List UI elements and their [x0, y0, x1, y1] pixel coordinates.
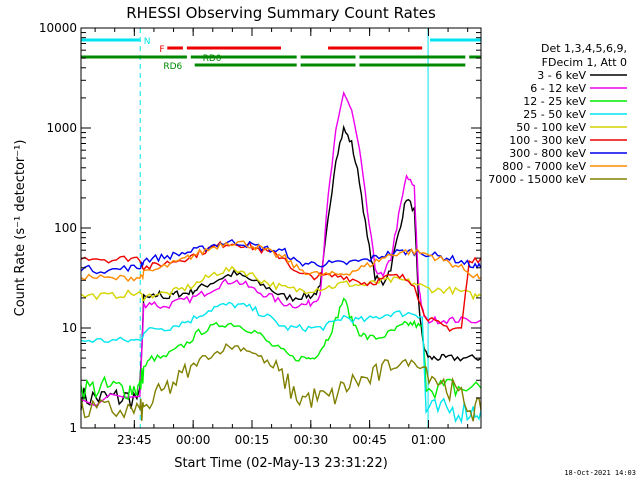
- legend-header-line-2: FDecim 1, Att 0: [542, 56, 627, 69]
- series-line-7: [80, 240, 482, 283]
- x-tick-label: 00:30: [294, 433, 329, 447]
- legend-entry-label: 50 - 100 keV: [516, 121, 586, 134]
- flag-bars: NF RD0 RD6: [81, 37, 481, 72]
- y-axis: 1 10 100 1000 10000: [39, 21, 481, 435]
- x-axis-label: Start Time (02-May-13 23:31:22): [174, 456, 388, 471]
- series-line-4: [80, 265, 482, 302]
- flag-label: RD6: [163, 62, 182, 72]
- series-line-5: [80, 240, 482, 332]
- y-tick-label: 10: [62, 321, 77, 335]
- legend-entry-label: 12 - 25 keV: [523, 95, 586, 108]
- y-axis-label: Count Rate (s⁻¹ detector⁻¹): [13, 140, 28, 317]
- legend-entry-label: 25 - 50 keV: [523, 108, 586, 121]
- x-tick-label: 00:45: [352, 433, 387, 447]
- legend-entry-label: 800 - 7000 keV: [502, 160, 586, 173]
- x-tick-label: 00:15: [235, 433, 270, 447]
- y-tick-label: 1: [69, 421, 77, 435]
- y-tick-label: 100: [54, 221, 77, 235]
- legend-entry-label: 3 - 6 keV: [537, 69, 586, 82]
- x-axis: 23:45 00:00 00:15 00:30 00:45 01:00: [94, 28, 469, 447]
- series-line-1: [80, 90, 482, 407]
- legend-entry-label: 300 - 800 keV: [509, 147, 586, 160]
- flag-label: RD0: [203, 54, 222, 64]
- series-line-2: [80, 297, 482, 401]
- chart-title: RHESSI Observing Summary Count Rates: [126, 4, 436, 22]
- legend: Det 1,3,4,5,6,9, FDecim 1, Att 0 3 - 6 k…: [488, 42, 627, 186]
- series-line-0: [80, 124, 482, 410]
- x-tick-label: 01:00: [411, 433, 446, 447]
- x-tick-label: 23:45: [117, 433, 152, 447]
- legend-entry-label: 7000 - 15000 keV: [488, 173, 586, 186]
- flag-label: N: [144, 37, 151, 47]
- flag-label: F: [159, 45, 164, 55]
- timestamp: 18-Oct-2021 14:03: [564, 469, 636, 477]
- y-tick-label: 1000: [46, 121, 77, 135]
- legend-entry-label: 6 - 12 keV: [530, 82, 586, 95]
- legend-header-line-1: Det 1,3,4,5,6,9,: [541, 42, 627, 55]
- legend-entry-label: 100 - 300 keV: [509, 134, 586, 147]
- series-line-8: [80, 342, 482, 422]
- x-tick-label: 00:00: [176, 433, 211, 447]
- series-line-3: [80, 301, 482, 425]
- y-tick-label: 10000: [39, 21, 77, 35]
- series-layer: [80, 90, 482, 425]
